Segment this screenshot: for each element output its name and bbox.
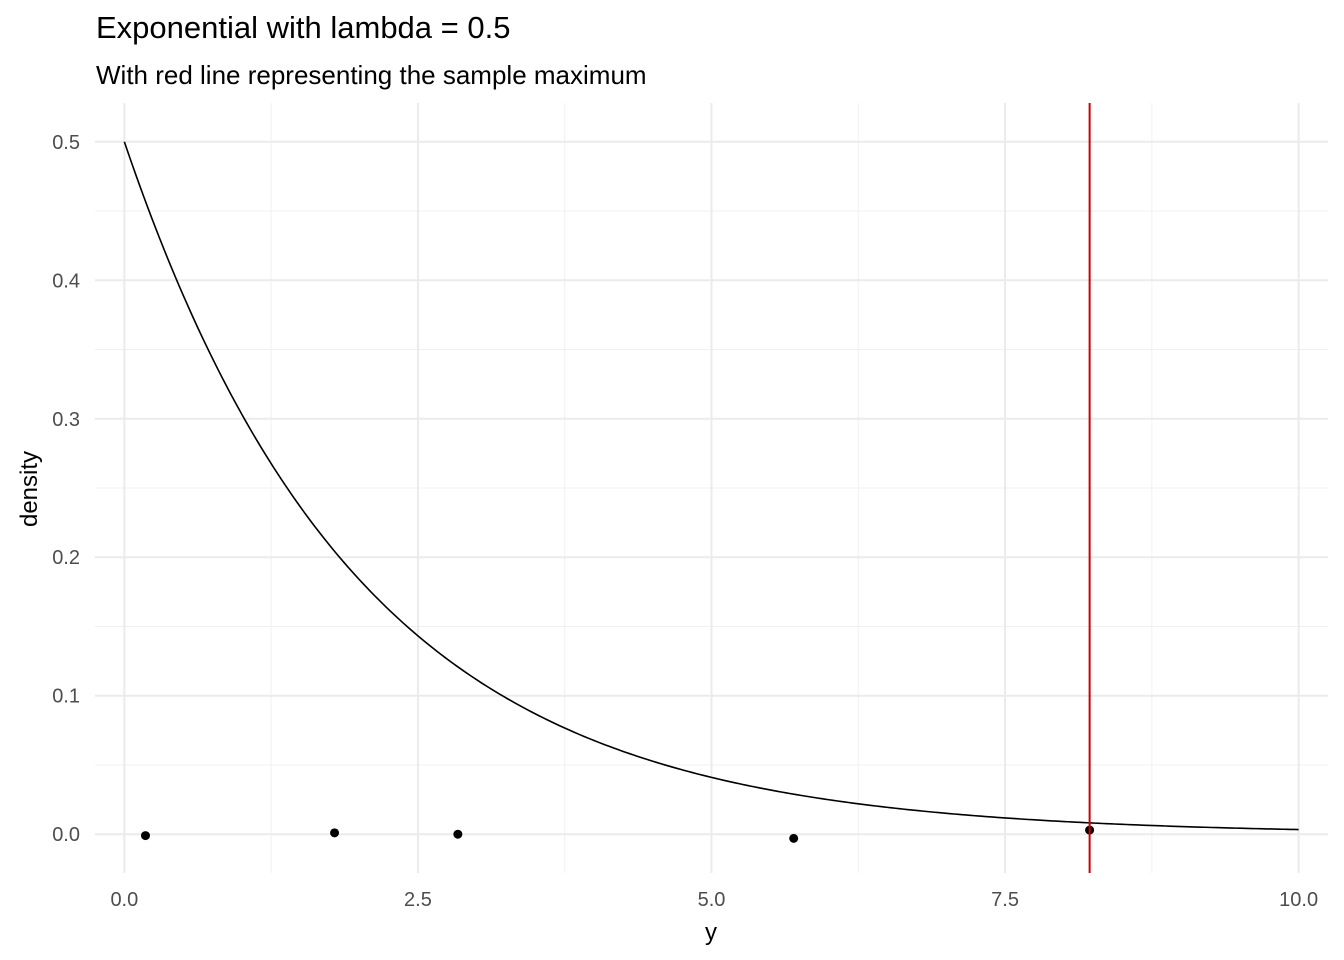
y-axis-tick-labels: 0.0 0.1 0.2 0.3 0.4 0.5: [52, 132, 80, 846]
series-layer: [123, 103, 1299, 873]
x-tick-label: 10.0: [1279, 889, 1318, 911]
x-axis-title: y: [705, 919, 717, 946]
sample-point: [453, 829, 463, 839]
y-tick-label: 0.4: [52, 270, 80, 292]
sample-point: [330, 828, 340, 838]
x-tick-label: 5.0: [698, 889, 726, 911]
density-curve: [123, 141, 1299, 831]
x-axis-tick-labels: 0.0 2.5 5.0 7.5 10.0: [110, 889, 1318, 911]
chart-title: Exponential with lambda = 0.5: [96, 10, 511, 45]
x-tick-label: 0.0: [110, 889, 138, 911]
major-gridlines: [95, 103, 1328, 873]
y-tick-label: 0.0: [52, 824, 80, 846]
sample-point: [789, 833, 799, 843]
x-tick-label: 2.5: [404, 889, 432, 911]
sample-point: [140, 831, 150, 841]
chart-subtitle: With red line representing the sample ma…: [96, 60, 647, 90]
y-tick-label: 0.5: [52, 132, 80, 154]
y-tick-label: 0.1: [52, 686, 80, 708]
y-tick-label: 0.3: [52, 409, 80, 431]
x-tick-label: 7.5: [991, 889, 1019, 911]
y-tick-label: 0.2: [52, 547, 80, 569]
y-axis-title: density: [16, 451, 43, 527]
